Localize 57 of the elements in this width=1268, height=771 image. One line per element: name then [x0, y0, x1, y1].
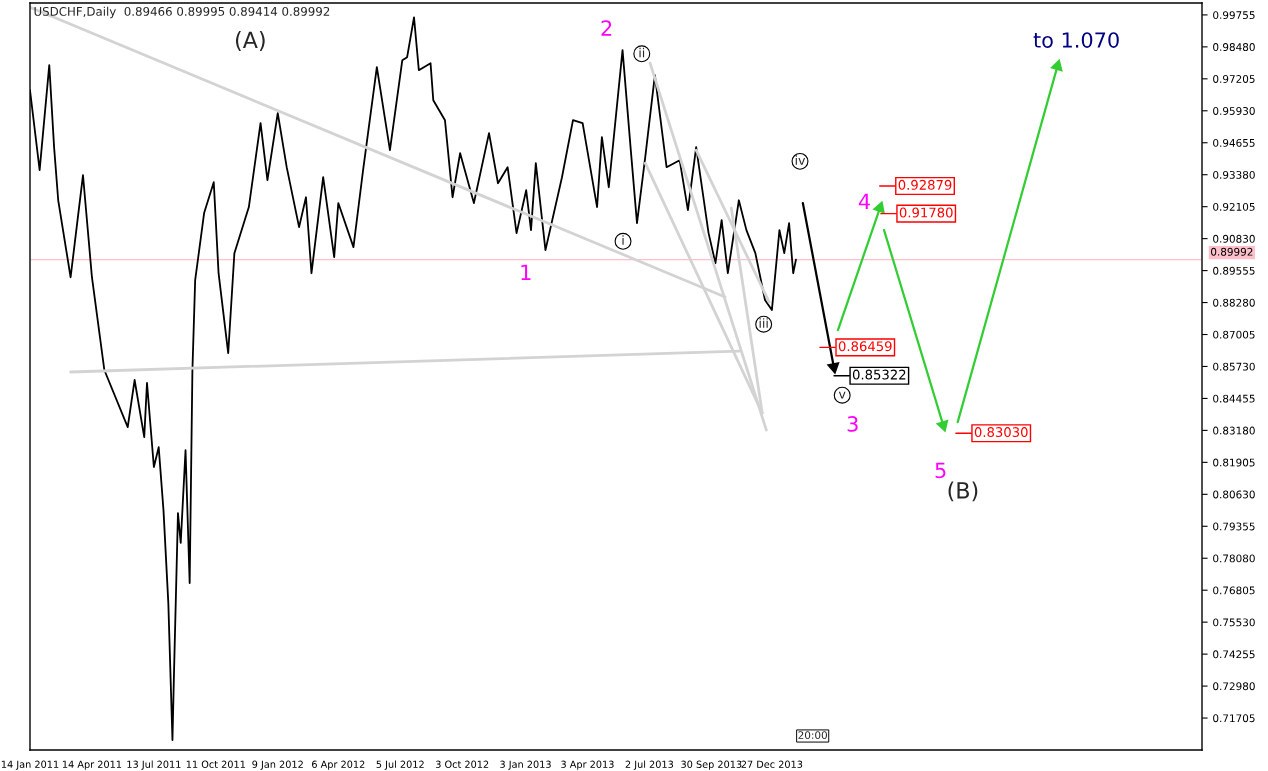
- y-tick-label: 0.81905: [1213, 458, 1255, 467]
- x-tick-label: 2 Jul 2013: [625, 760, 674, 770]
- y-tick-label: 0.71705: [1213, 714, 1255, 723]
- x-tick-label: 30 Sep 2013: [681, 760, 742, 770]
- annotation: iv: [795, 155, 806, 165]
- annotation: 0.91780: [899, 207, 953, 218]
- y-tick-label: 0.99755: [1213, 11, 1255, 20]
- x-tick-label: 14 Apr 2011: [62, 760, 122, 770]
- x-tick-label: 6 Apr 2012: [312, 760, 365, 770]
- y-tick-label: 0.95930: [1213, 107, 1255, 115]
- annotation: v: [838, 391, 846, 399]
- y-tick-label: 0.78080: [1213, 554, 1255, 563]
- y-tick-label: 0.94655: [1213, 138, 1255, 147]
- y-tick-label: 0.74255: [1213, 650, 1255, 659]
- annotation: iii: [759, 318, 768, 328]
- x-tick-label: 9 Jan 2012: [252, 760, 303, 770]
- y-tick-label: 0.80630: [1213, 490, 1255, 499]
- annotation: (B): [948, 481, 978, 502]
- y-tick-label: 0.72980: [1213, 682, 1255, 691]
- annotation: 0.92879: [898, 179, 952, 190]
- chart-title: USDCHF,Daily 0.89466 0.89995 0.89414 0.89992: [34, 6, 330, 19]
- y-tick-label: 0.89555: [1213, 266, 1255, 275]
- y-tick-label: 0.84455: [1213, 394, 1255, 403]
- annotation: 1: [521, 264, 531, 280]
- y-tick-label: 0.75530: [1213, 618, 1255, 627]
- annotation: 5: [935, 462, 946, 479]
- annotation: 3: [847, 416, 858, 432]
- x-tick-label: 3 Jan 2013: [500, 760, 551, 770]
- x-tick-label: 3 Apr 2013: [561, 760, 614, 770]
- y-tick-label: 0.85730: [1213, 362, 1255, 371]
- annotation: 4: [858, 193, 870, 209]
- y-tick-label: 0.90830: [1213, 234, 1255, 243]
- y-tick-label: 0.87005: [1213, 330, 1255, 339]
- annotation: 20:00: [798, 731, 827, 740]
- y-tick-label: 0.97205: [1213, 75, 1255, 83]
- annotation: (A): [235, 31, 265, 51]
- y-tick-label: 0.76805: [1213, 586, 1255, 595]
- annotation: 2: [601, 20, 612, 36]
- y-tick-label: 0.79355: [1213, 522, 1255, 531]
- x-tick-label: 3 Oct 2012: [435, 760, 489, 768]
- x-tick-label: 5 Jul 2012: [376, 760, 424, 770]
- x-tick-label: 13 Jul 2011: [127, 760, 181, 770]
- annotation: 0.83030: [974, 427, 1028, 438]
- y-tick-label: 0.88280: [1213, 298, 1255, 307]
- y-tick-label: 0.93380: [1213, 170, 1255, 179]
- x-tick-label: 14 Jan 2011: [1, 760, 59, 770]
- annotation: 0.85322: [852, 369, 906, 380]
- annotation: to 1.070: [1033, 32, 1119, 48]
- annotation: 0.86459: [838, 341, 892, 352]
- y-tick-label: 0.98480: [1213, 43, 1255, 51]
- y-tick-label: 0.92105: [1213, 202, 1255, 211]
- x-tick-label: 11 Oct 2011: [186, 760, 245, 768]
- annotation: i: [622, 235, 624, 245]
- ref-line-label: 0.89992: [1211, 247, 1253, 256]
- annotation: ii: [639, 47, 645, 58]
- x-tick-label: 27 Dec 2013: [741, 760, 803, 768]
- y-tick-label: 0.83180: [1213, 426, 1255, 435]
